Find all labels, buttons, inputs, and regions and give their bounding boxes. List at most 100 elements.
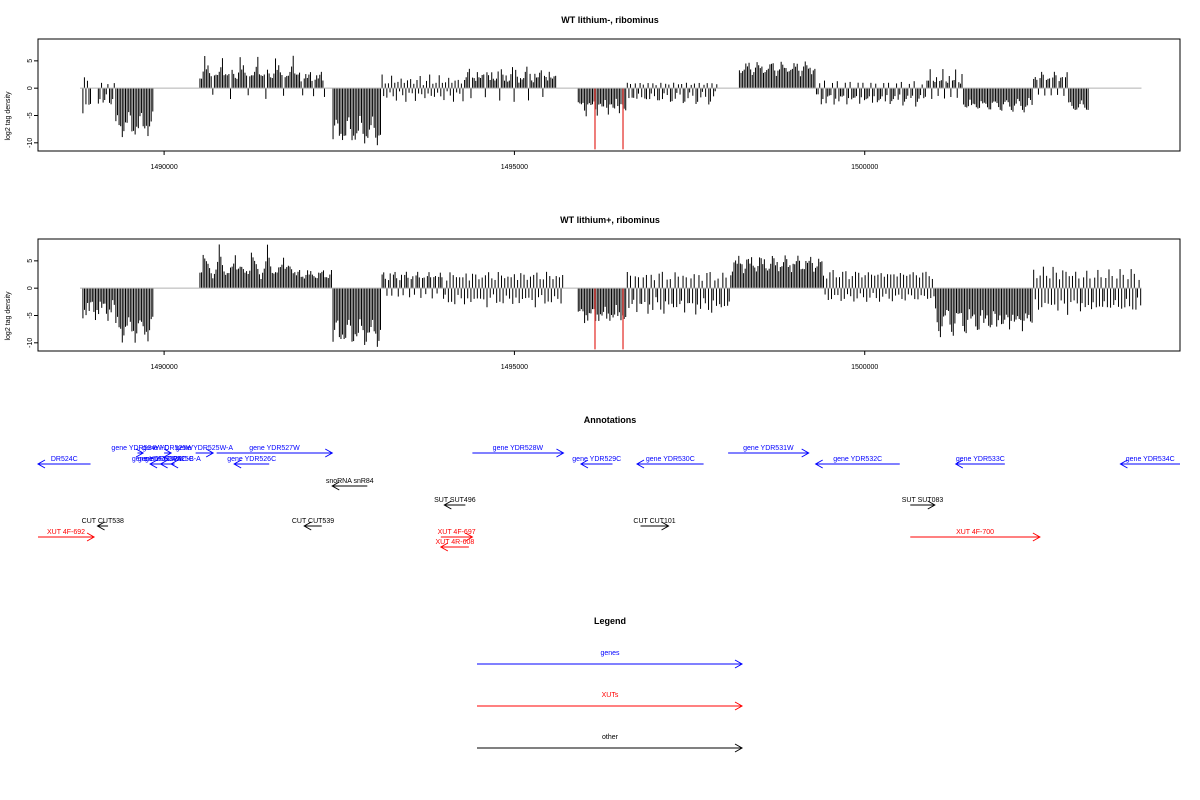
feature-label: gene YDR533C bbox=[956, 456, 1005, 463]
feature-gene: gene YDR533C bbox=[954, 456, 1005, 469]
feature-label: gene YDR534C bbox=[1126, 456, 1175, 463]
feature-label: snoRNA snR84 bbox=[326, 478, 374, 485]
y-axis: -10 -5 0 5 bbox=[27, 259, 38, 348]
feature-gene: gene YDR525W bbox=[142, 445, 193, 458]
feature-arrowhead bbox=[331, 481, 340, 491]
y-tick-label: 0 bbox=[27, 86, 34, 90]
highlight-series bbox=[594, 88, 624, 150]
feature-label: CUT CUT538 bbox=[82, 518, 124, 525]
feature-label: XUT 4F-700 bbox=[956, 529, 994, 536]
y-tick-label: -10 bbox=[27, 338, 34, 348]
plot-frame bbox=[37, 238, 1181, 352]
x-tick-label: 1495000 bbox=[501, 164, 528, 171]
feature-gene: gene YDR525W-A bbox=[176, 445, 233, 458]
y-axis-label: log2 tag density bbox=[5, 91, 12, 141]
feature-label: DR524C bbox=[51, 456, 78, 463]
feature-arrowhead bbox=[443, 500, 452, 510]
y-axis-label: log2 tag density bbox=[5, 291, 12, 341]
panel-title: WT lithium-, ribominus bbox=[561, 15, 659, 25]
feature-label: XUT 4R-608 bbox=[435, 539, 474, 546]
feature-gene: gene YDR526C bbox=[227, 456, 276, 469]
legend: Legend genes XUTs other bbox=[477, 616, 744, 753]
feature-arrowhead bbox=[801, 448, 810, 458]
legend-label: XUTs bbox=[602, 692, 619, 699]
feature-XUT: XUT 4F-692 bbox=[38, 529, 96, 542]
feature-arrowhead bbox=[86, 532, 96, 542]
feature-arrowhead bbox=[439, 542, 449, 552]
feature-XUT: XUT 4F-700 bbox=[910, 529, 1041, 542]
y-tick-label: -5 bbox=[27, 112, 34, 118]
feature-gene: gene YDR531W bbox=[728, 445, 810, 458]
y-tick-label: 0 bbox=[27, 286, 34, 290]
y-axis: -10 -5 0 5 bbox=[27, 59, 38, 148]
x-tick-label: 1490000 bbox=[150, 164, 177, 171]
density-panel-lithium-plus: WT lithium+, ribominus log2 tag density … bbox=[5, 215, 1181, 371]
feature-label: gene YDR527W bbox=[249, 445, 300, 452]
feature-label: gene YDR530C bbox=[646, 456, 695, 463]
feature-arrowhead bbox=[814, 459, 823, 469]
density-panel-lithium-minus: WT lithium-, ribominus log2 tag density … bbox=[5, 15, 1181, 171]
feature-arrowhead bbox=[205, 448, 215, 458]
highlight-series bbox=[594, 288, 624, 350]
feature-arrowhead bbox=[325, 448, 334, 458]
y-tick-label: -10 bbox=[27, 138, 34, 148]
feature-arrowhead bbox=[927, 500, 936, 510]
feature-other: CUT CUT538 bbox=[82, 518, 124, 531]
feature-other: snoRNA snR84 bbox=[326, 478, 374, 491]
feature-label: CUT CUT101 bbox=[633, 518, 675, 525]
feature-label: gene YDR531W bbox=[743, 445, 794, 452]
plot-frame bbox=[37, 38, 1181, 152]
feature-arrowhead bbox=[954, 459, 964, 469]
feature-label: XUT 4F-697 bbox=[438, 529, 476, 536]
y-tick-label: 5 bbox=[27, 259, 34, 263]
feature-arrowhead bbox=[556, 448, 565, 458]
feature-label: gene YDR525C-A bbox=[145, 456, 201, 463]
feature-label: gene YDR529C bbox=[572, 456, 621, 463]
feature-label: CUT CUT539 bbox=[292, 518, 334, 525]
legend-arrowhead bbox=[734, 701, 744, 711]
feature-label: gene YDR525W bbox=[142, 445, 193, 452]
feature-gene: gene YDR534C bbox=[1119, 456, 1180, 469]
panel-title: WT lithium+, ribominus bbox=[560, 215, 660, 225]
feature-gene: gene YDR528W bbox=[472, 445, 565, 458]
legend-arrowhead bbox=[734, 659, 744, 669]
feature-arrowhead bbox=[96, 521, 105, 531]
legend-title: Legend bbox=[594, 616, 626, 626]
feature-XUT: XUT 4R-608 bbox=[435, 539, 474, 552]
feature-arrowhead bbox=[636, 459, 645, 469]
feature-label: gene YDR524C-B bbox=[138, 456, 194, 463]
feature-arrowhead bbox=[465, 532, 474, 542]
y-tick-label: 5 bbox=[27, 59, 34, 63]
feature-other: SUT SUT496 bbox=[434, 497, 476, 510]
feature-arrowhead bbox=[233, 459, 242, 469]
bar-series bbox=[82, 244, 1142, 347]
feature-arrowhead bbox=[135, 448, 145, 458]
x-tick-label: 1495000 bbox=[501, 364, 528, 371]
x-tick-label: 1490000 bbox=[150, 364, 177, 371]
feature-gene: gene YDR525C-A bbox=[145, 456, 201, 469]
y-tick-label: -5 bbox=[27, 312, 34, 318]
x-tick-label: 1500000 bbox=[851, 164, 878, 171]
feature-XUT: XUT 4F-697 bbox=[438, 529, 476, 542]
feature-gene: DR524C bbox=[36, 456, 91, 469]
feature-arrowhead bbox=[36, 459, 46, 469]
legend-item: XUTs bbox=[477, 692, 744, 711]
x-axis: 1490000 1495000 1500000 bbox=[150, 351, 878, 371]
feature-other: SUT SUT083 bbox=[902, 497, 943, 510]
feature-label: gene YDR532C bbox=[833, 456, 882, 463]
legend-items: genes XUTs other bbox=[477, 650, 744, 753]
feature-gene: gene YDR532C bbox=[814, 456, 900, 469]
feature-label: XUT 4F-692 bbox=[47, 529, 85, 536]
feature-arrowhead bbox=[303, 521, 312, 531]
feature-arrowhead bbox=[1032, 532, 1041, 542]
feature-arrowhead bbox=[159, 459, 168, 469]
feature-arrowhead bbox=[579, 459, 589, 469]
feature-arrowhead bbox=[1119, 459, 1128, 469]
feature-arrowhead bbox=[163, 448, 173, 458]
feature-gene: gene YDR524W-C bbox=[111, 445, 169, 458]
feature-label: gene YDR524W-C bbox=[111, 445, 169, 452]
feature-label: gene YDR528W bbox=[493, 445, 544, 452]
legend-label: other bbox=[602, 734, 619, 741]
